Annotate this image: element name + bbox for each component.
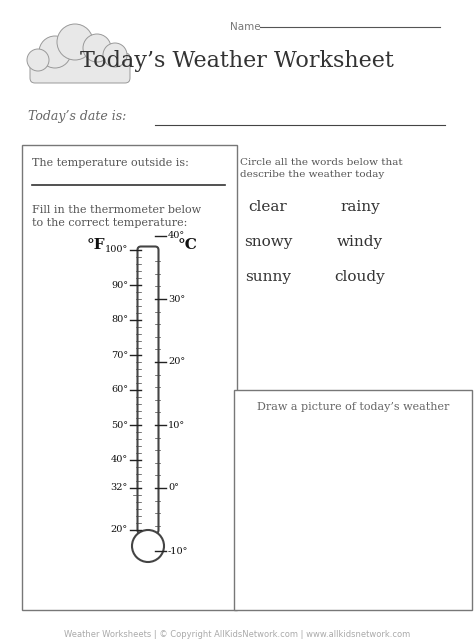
FancyBboxPatch shape (30, 53, 130, 83)
Text: 30°: 30° (168, 294, 185, 303)
Text: 0°: 0° (168, 483, 179, 492)
Text: Weather Worksheets | © Copyright AllKidsNetwork.com | www.allkidsnetwork.com: Weather Worksheets | © Copyright AllKids… (64, 630, 410, 639)
Text: 90°: 90° (111, 281, 128, 290)
Text: windy: windy (337, 235, 383, 249)
Text: clear: clear (249, 200, 287, 214)
Text: 20°: 20° (111, 526, 128, 535)
Circle shape (83, 34, 111, 62)
Text: to the correct temperature:: to the correct temperature: (32, 218, 187, 228)
Circle shape (103, 43, 127, 67)
Text: 50°: 50° (111, 420, 128, 429)
Bar (22, 145, 237, 610)
Text: Draw a picture of today’s weather: Draw a picture of today’s weather (257, 402, 449, 412)
Text: -10°: -10° (168, 547, 188, 556)
Text: rainy: rainy (340, 200, 380, 214)
Circle shape (57, 24, 93, 60)
Text: 32°: 32° (111, 483, 128, 492)
Text: 60°: 60° (111, 385, 128, 394)
Text: cloudy: cloudy (335, 270, 385, 284)
Text: The temperature outside is:: The temperature outside is: (32, 158, 189, 168)
Bar (234, 390, 472, 610)
Text: sunny: sunny (245, 270, 291, 284)
Text: Fill in the thermometer below: Fill in the thermometer below (32, 205, 201, 215)
Text: describe the weather today: describe the weather today (240, 170, 384, 179)
Text: 20°: 20° (168, 358, 185, 367)
Circle shape (39, 36, 71, 68)
Text: 70°: 70° (111, 351, 128, 360)
Text: °C: °C (178, 238, 198, 252)
Circle shape (27, 49, 49, 71)
Circle shape (132, 530, 164, 562)
FancyBboxPatch shape (137, 247, 158, 533)
Text: 80°: 80° (111, 315, 128, 324)
Text: Today’s Weather Worksheet: Today’s Weather Worksheet (80, 50, 394, 72)
Text: snowy: snowy (244, 235, 292, 249)
Text: Circle all the words below that: Circle all the words below that (240, 158, 402, 167)
Text: 40°: 40° (168, 231, 185, 240)
Text: Name: Name (230, 22, 261, 32)
Text: 40°: 40° (111, 456, 128, 465)
Text: Today’s date is:: Today’s date is: (28, 110, 127, 123)
Text: 100°: 100° (105, 246, 128, 254)
Text: °F: °F (86, 238, 105, 252)
Text: 10°: 10° (168, 420, 185, 429)
